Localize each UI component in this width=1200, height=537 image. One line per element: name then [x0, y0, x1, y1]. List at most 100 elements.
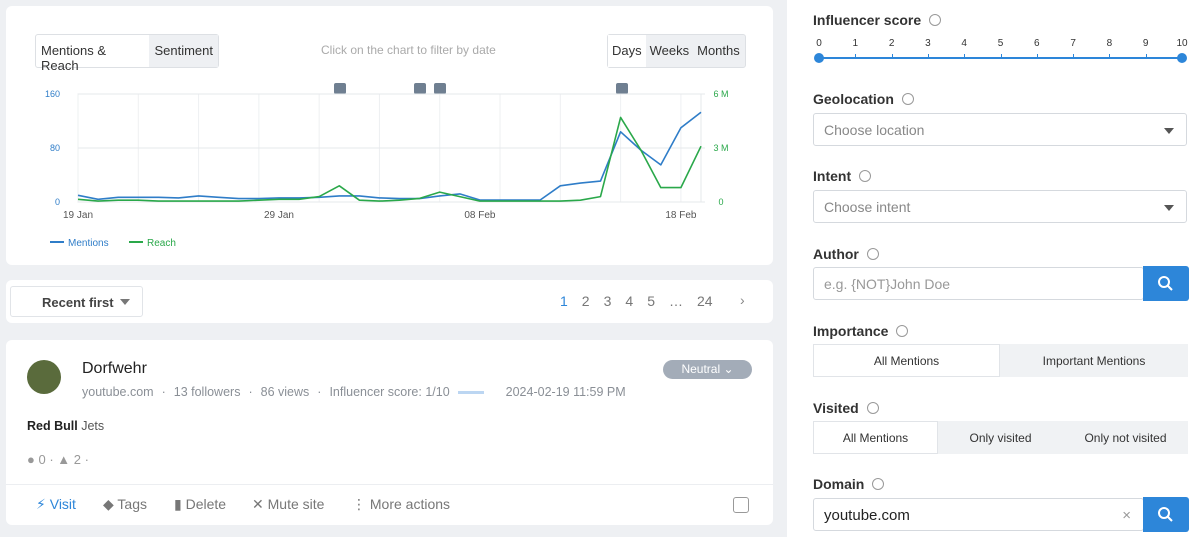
slider-tick — [927, 54, 929, 59]
filter-label: Influencer score — [813, 12, 942, 28]
slider-tick-label: 0 — [816, 38, 822, 49]
author-input[interactable]: e.g. {NOT}John Doe — [813, 267, 1144, 300]
followers: 13 followers — [173, 385, 241, 399]
pagination: 1 2 3 4 5 … 24 — [560, 293, 713, 309]
slider-tick-label: 10 — [1176, 38, 1188, 49]
series-line — [77, 116, 702, 202]
domain[interactable]: youtube.com — [82, 385, 154, 399]
legend-label: Reach — [147, 238, 176, 249]
slider-tick-label: 5 — [997, 38, 1004, 49]
slider-tick — [1036, 54, 1038, 59]
action[interactable]: ◆ Tags — [103, 496, 147, 512]
list-toolbar — [6, 280, 773, 323]
page-link[interactable]: 2 — [581, 293, 590, 309]
views: 86 views — [260, 385, 310, 399]
x-tick-label: 19 Jan — [63, 210, 93, 221]
chart[interactable]: 19 Jan 29 Jan 08 Feb 18 Feb 0 80 160 0 3 M 6 M Men… — [6, 6, 773, 265]
sentiment-select[interactable]: Neutral ⌄ — [663, 360, 752, 379]
tab[interactable]: Sentiment — [149, 35, 218, 67]
period[interactable]: Months — [697, 43, 740, 58]
chart-hint: Click on the chart to filter by date — [321, 43, 496, 57]
option[interactable]: Important Mentions — [1000, 344, 1188, 377]
slider-tick — [1145, 54, 1147, 59]
slider-tick — [891, 54, 893, 59]
filter-label: Intent — [813, 168, 872, 184]
legend-label: Mentions — [68, 238, 109, 249]
option[interactable]: Only not visited — [1063, 421, 1188, 454]
filter-label: Visited — [813, 400, 879, 416]
intent-select[interactable]: Choose intent — [813, 190, 1187, 223]
slider-tick-label: 7 — [1070, 38, 1076, 49]
slider-tick-label: 3 — [925, 38, 931, 49]
y-tick-label: 0 — [55, 197, 60, 207]
counts: ● 0 · ▲ 2 · — [27, 452, 89, 467]
slider-tick-label: 2 — [888, 38, 895, 49]
search-button[interactable] — [1143, 497, 1189, 532]
action[interactable]: ⋮ More actions — [352, 496, 451, 512]
x-tick-label: 29 Jan — [264, 210, 294, 221]
next-page[interactable]: › — [740, 292, 745, 308]
period[interactable]: Days — [608, 35, 646, 67]
divider — [6, 484, 773, 485]
filter-label: Domain — [813, 476, 885, 492]
checkbox[interactable] — [733, 497, 749, 513]
slider-tick-label: 1 — [852, 38, 859, 49]
location-select[interactable]: Choose location — [813, 113, 1187, 146]
y2-tick-label: 0 — [718, 197, 723, 207]
sentiment: Neutral — [681, 362, 721, 376]
y2-tick-label: 3 M — [713, 143, 728, 153]
y2-tick-label: 6 M — [713, 89, 728, 99]
y-tick-label: 160 — [45, 89, 60, 99]
slider-tick — [1109, 54, 1111, 59]
slider-tick — [855, 54, 857, 59]
domain-input[interactable]: youtube.com × — [813, 498, 1144, 531]
slider-handle[interactable] — [814, 53, 824, 63]
comments: 0 — [38, 452, 46, 467]
series-line — [77, 111, 702, 201]
page-link[interactable]: … — [668, 293, 683, 309]
action[interactable]: ▮ Delete — [174, 496, 227, 512]
slider-tick-label: 8 — [1106, 38, 1113, 49]
option[interactable]: All Mentions — [813, 421, 938, 454]
y-tick-label: 80 — [50, 143, 60, 153]
author[interactable]: Dorfwehr — [82, 360, 147, 377]
keyword: Red Bull — [27, 419, 78, 433]
slider-handle[interactable] — [1177, 53, 1187, 63]
page-link[interactable]: 4 — [625, 293, 634, 309]
period-tabs: Days Weeks Months — [607, 34, 746, 68]
event-markers — [334, 83, 628, 94]
action[interactable]: ✕ Mute site — [252, 496, 325, 512]
x-tick-label: 08 Feb — [464, 210, 496, 221]
mention-card — [6, 340, 773, 525]
sort-select[interactable]: Recent first — [10, 286, 143, 317]
mention-meta: youtube.com · 13 followers · 86 views · Inf… — [82, 385, 626, 399]
text: Jets — [81, 419, 105, 433]
page-link[interactable]: 3 — [603, 293, 612, 309]
tab[interactable]: Mentions & Reach — [41, 43, 107, 73]
page-link[interactable]: 24 — [696, 293, 713, 309]
slider-tick-label: 9 — [1142, 38, 1149, 49]
action[interactable]: ⚡ Visit — [36, 496, 76, 512]
sort-label: Recent first — [42, 295, 114, 310]
slider-tick — [964, 54, 966, 59]
mention-text: Red Bull Jets — [27, 419, 104, 433]
filter-label: Geolocation — [813, 91, 914, 107]
avatar — [27, 360, 61, 394]
option[interactable]: Only visited — [938, 421, 1063, 454]
slider-tick — [1000, 54, 1002, 59]
likes: 2 — [73, 452, 81, 467]
filter-label: Importance — [813, 323, 909, 339]
slider-tick-label: 4 — [961, 38, 967, 49]
period[interactable]: Weeks — [649, 43, 690, 58]
slider-tick — [1073, 54, 1075, 59]
search-button[interactable] — [1143, 266, 1189, 301]
page-link[interactable]: 5 — [647, 293, 655, 309]
option[interactable]: All Mentions — [813, 344, 1000, 377]
x-tick-label: 18 Feb — [665, 210, 697, 221]
chart-tabs: Mentions & Reach Sentiment — [35, 34, 219, 73]
filter-label: Author — [813, 246, 879, 262]
influencer-score: Influencer score: 1/10 — [329, 385, 450, 399]
page-link[interactable]: 1 — [560, 293, 568, 309]
date: 2024-02-19 11:59 PM — [505, 385, 626, 399]
